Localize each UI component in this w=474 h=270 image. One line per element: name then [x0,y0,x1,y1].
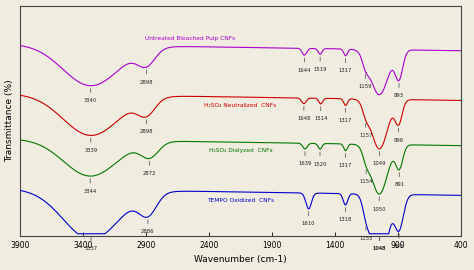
Text: 1048: 1048 [373,237,386,251]
Text: 1639: 1639 [298,152,312,166]
Text: TEMPO Oxidized  CNFs: TEMPO Oxidized CNFs [207,198,274,202]
Text: 3344: 3344 [83,179,97,194]
Text: 1648: 1648 [297,106,310,121]
Text: 893: 893 [394,234,404,249]
Text: 1050: 1050 [373,197,386,211]
Text: 3340: 3340 [84,89,97,103]
Text: 1154: 1154 [359,170,373,184]
Text: 2898: 2898 [140,120,153,134]
Text: 893: 893 [394,83,404,98]
Text: 1610: 1610 [302,212,315,226]
Text: 1157: 1157 [359,123,373,138]
X-axis label: Wavenumber (cm-1): Wavenumber (cm-1) [194,255,287,264]
Text: 1519: 1519 [313,57,327,72]
Text: H₂SO₄ Neutralized  CNFs: H₂SO₄ Neutralized CNFs [204,103,277,108]
Text: 1048: 1048 [373,237,386,251]
Text: 3339: 3339 [84,138,97,153]
Text: 1514: 1514 [314,107,328,122]
Text: 1155: 1155 [359,226,373,241]
Text: 1317: 1317 [339,59,352,73]
Text: 1644: 1644 [298,58,311,73]
Text: 1159: 1159 [359,75,372,89]
Text: 2872: 2872 [143,161,156,176]
Text: 3337: 3337 [84,237,98,251]
Text: 1520: 1520 [313,152,327,167]
Text: 1318: 1318 [339,208,352,222]
Text: 1317: 1317 [339,108,352,123]
Text: Untreated Bleached Pulp CNFs: Untreated Bleached Pulp CNFs [145,36,236,41]
Text: 1049: 1049 [373,152,386,166]
Text: H₂SO₄ Dialyzed  CNFs: H₂SO₄ Dialyzed CNFs [209,148,273,153]
Text: 1317: 1317 [339,153,352,168]
Y-axis label: Transmittance (%): Transmittance (%) [6,79,15,162]
Text: 2886: 2886 [141,220,155,234]
Text: 896: 896 [393,128,404,143]
Text: 2898: 2898 [140,70,153,85]
Text: 891: 891 [394,173,404,187]
